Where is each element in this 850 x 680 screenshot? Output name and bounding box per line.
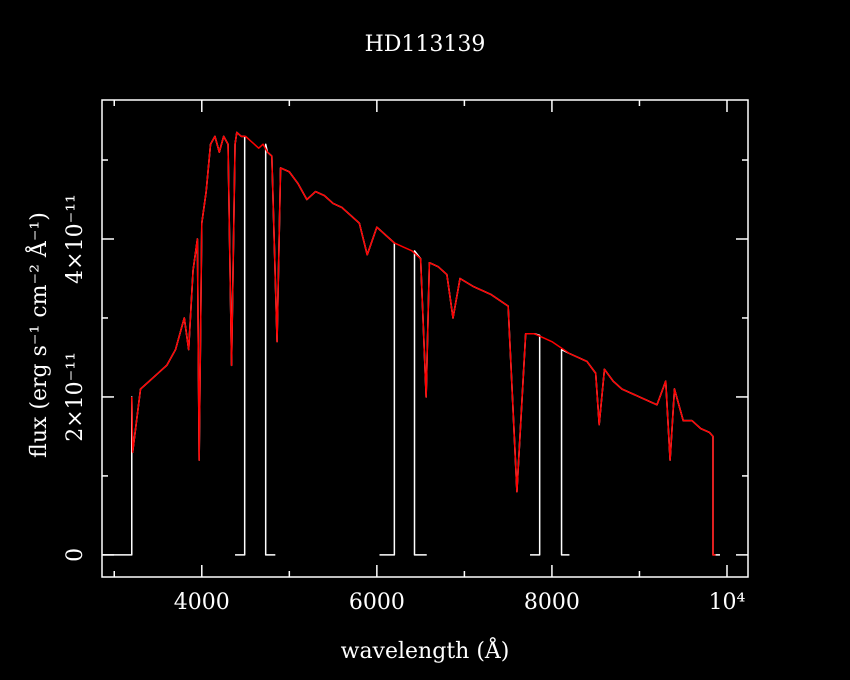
y-axis-label: flux (erg s⁻¹ cm⁻² Å⁻¹) xyxy=(24,212,52,458)
axes-frame xyxy=(101,99,749,578)
plot-area xyxy=(102,131,720,556)
x-tick-label: 6000 xyxy=(349,590,405,615)
x-tick-label: 10⁴ xyxy=(709,590,746,615)
x-tick-label: 4000 xyxy=(174,590,230,615)
spectrum-line xyxy=(131,131,716,556)
x-axis-label: wavelength (Å) xyxy=(341,636,510,664)
chart-title: HD113139 xyxy=(365,32,486,57)
spectrum-line xyxy=(102,131,720,556)
x-tick-label: 8000 xyxy=(524,590,580,615)
y-tick-label: 4×10⁻¹¹ xyxy=(63,194,88,284)
y-tick-label: 2×10⁻¹¹ xyxy=(63,352,88,442)
y-tick-label: 0 xyxy=(63,548,88,562)
